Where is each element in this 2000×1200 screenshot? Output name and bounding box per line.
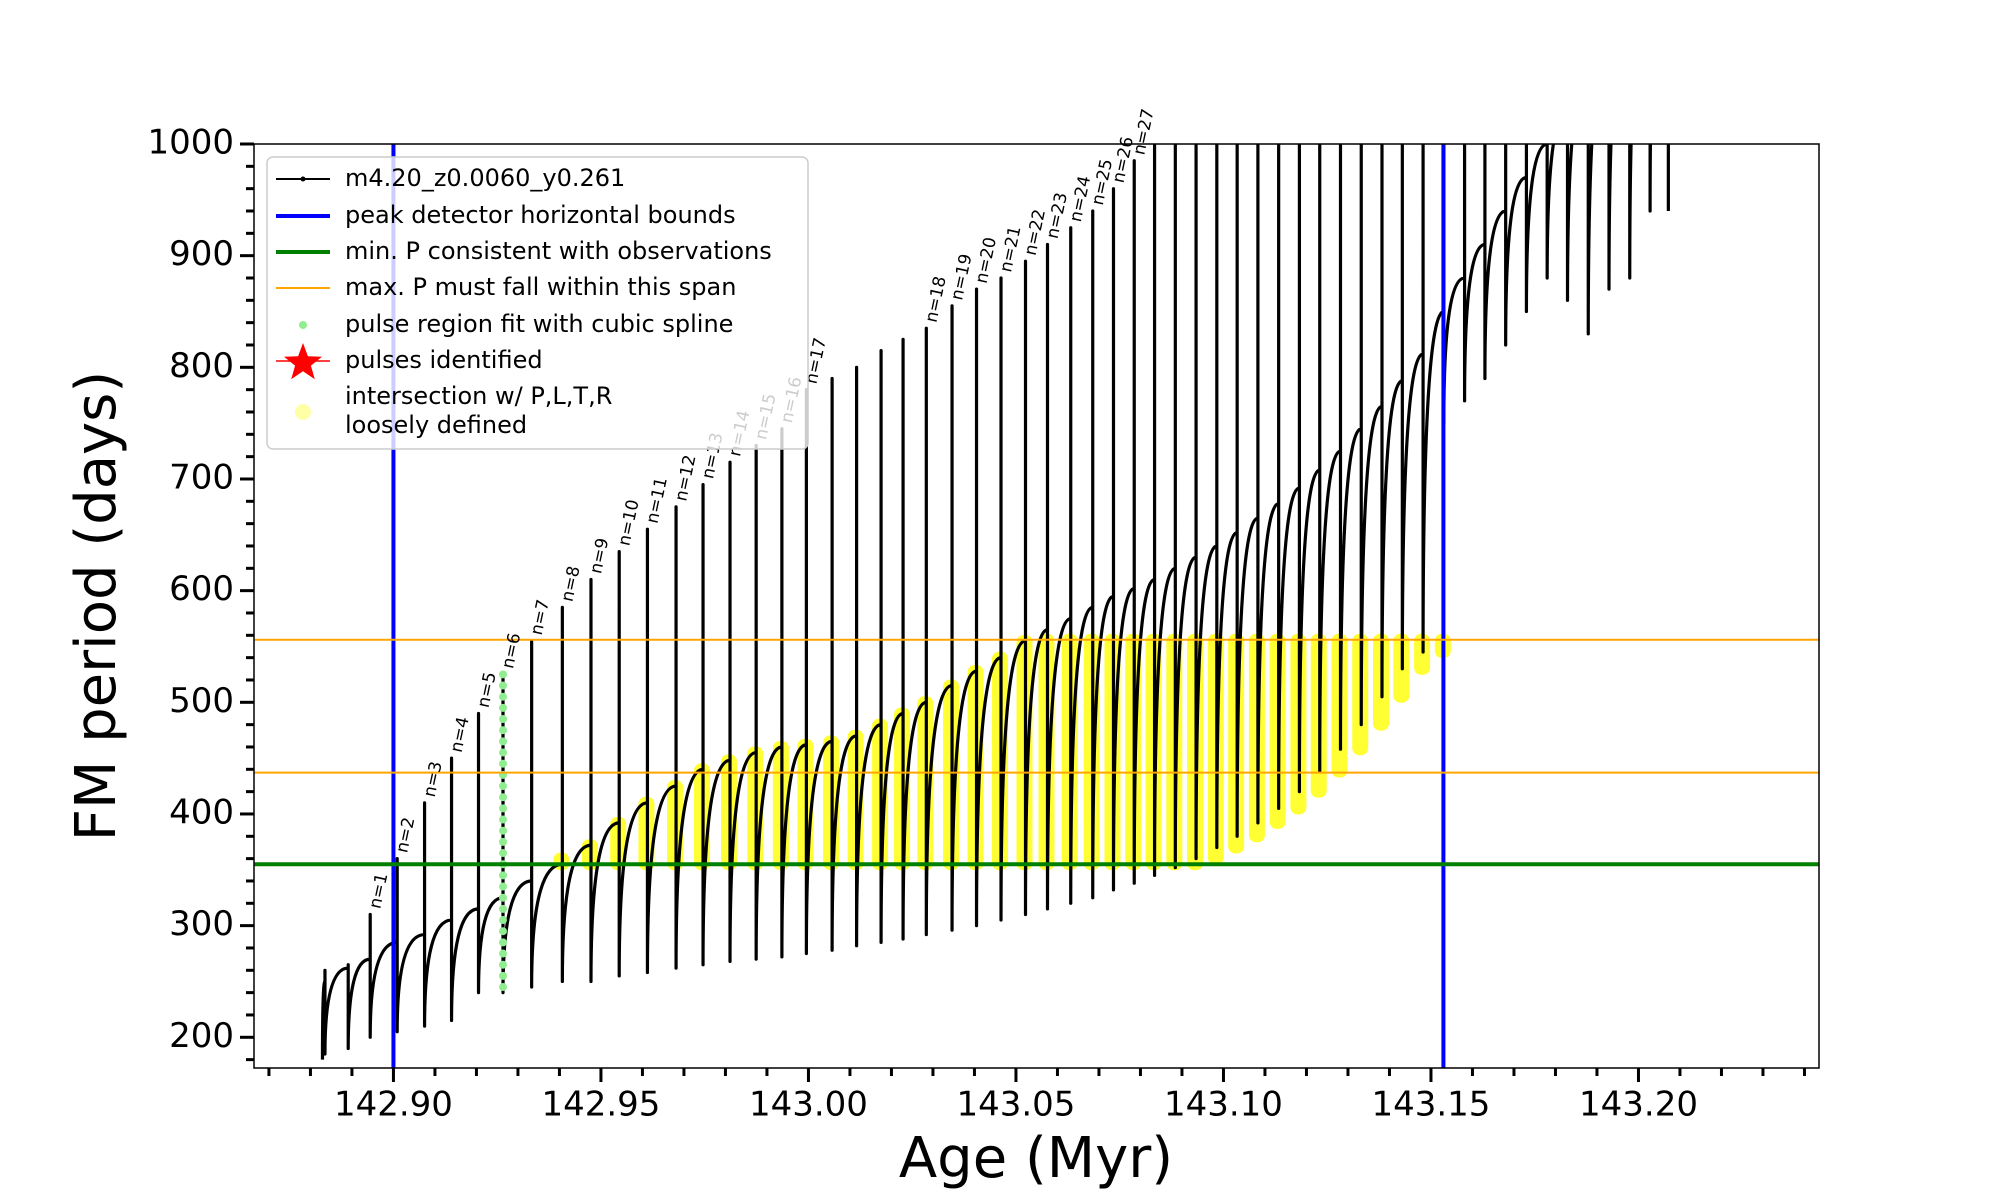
spline-point <box>499 804 508 813</box>
spline-point <box>499 793 508 802</box>
x-tick-label: 143.20 <box>1579 1085 1698 1125</box>
pulse-label: n=18 <box>922 275 951 325</box>
legend-box <box>266 156 809 450</box>
y-axis-label: FM period (days) <box>64 371 129 841</box>
spline-point <box>499 737 508 746</box>
pulse-label: n=3 <box>420 760 447 799</box>
spline-point <box>499 983 508 992</box>
spline-point <box>499 960 508 969</box>
pulse-label: n=5 <box>474 670 501 709</box>
y-tick-label: 200 <box>169 1016 234 1056</box>
spline-point <box>499 782 508 791</box>
x-tick-label: 143.00 <box>749 1085 868 1125</box>
spline-point <box>499 837 508 846</box>
legend-label: loosely defined <box>345 411 527 439</box>
x-axis-label: Age (Myr) <box>899 1126 1173 1191</box>
plot-area <box>254 144 1819 1068</box>
legend-label: pulses identified <box>345 346 543 374</box>
period-track <box>320 144 1670 1060</box>
spline-point <box>499 871 508 880</box>
y-tick-label: 300 <box>169 904 234 944</box>
pulse-label: n=6 <box>498 631 525 670</box>
y-tick-label: 800 <box>169 346 234 386</box>
spline-point <box>499 882 508 891</box>
x-tick-label: 143.10 <box>1164 1085 1283 1125</box>
y-tick-label: 400 <box>169 792 234 832</box>
legend-handle <box>295 404 311 420</box>
spline-point <box>499 893 508 902</box>
legend-label: max. P must fall within this span <box>345 273 736 301</box>
spline-point <box>499 726 508 735</box>
spline-point <box>499 703 508 712</box>
intersection-region <box>1414 633 1431 675</box>
pulse-label: n=9 <box>586 536 613 575</box>
legend-handle <box>299 321 307 329</box>
pulse-label: n=1 <box>365 871 392 910</box>
x-tick-label: 143.05 <box>956 1085 1075 1125</box>
spline-point <box>499 715 508 724</box>
spline-point <box>499 692 508 701</box>
plot-frame <box>253 143 1820 1069</box>
spline-point <box>499 949 508 958</box>
y-tick-label: 900 <box>169 234 234 274</box>
legend-handle <box>300 176 306 182</box>
legend-label: pulse region fit with cubic spline <box>345 310 733 338</box>
pulse-label: n=8 <box>558 564 585 603</box>
x-tick-label: 142.95 <box>541 1085 660 1125</box>
x-tick-label: 143.15 <box>1371 1085 1490 1125</box>
pulse-label: n=10 <box>614 498 643 548</box>
spline-point <box>499 904 508 913</box>
x-tick-label: 142.90 <box>334 1085 453 1125</box>
spline-point <box>499 938 508 947</box>
pulse-label: n=20 <box>972 235 1001 285</box>
spline-point <box>499 916 508 925</box>
legend: m4.20_z0.0060_y0.261 peak detector horiz… <box>266 156 809 450</box>
spline-point <box>499 971 508 980</box>
spline-point <box>499 748 508 757</box>
pulse-label: n=2 <box>392 815 419 854</box>
spline-point <box>499 759 508 768</box>
legend-handle <box>284 343 322 380</box>
pulse-label: n=7 <box>527 598 554 637</box>
spline-point <box>499 681 508 690</box>
pulse-label: n=4 <box>447 715 474 754</box>
y-tick-label: 700 <box>169 457 234 497</box>
axes: 142.90 142.95 143.00 143.05 143.10 143.15 143.… <box>147 123 1806 1125</box>
spline-point <box>499 826 508 835</box>
spline-point <box>499 849 508 858</box>
y-tick-label: 600 <box>169 569 234 609</box>
y-tick-label: 1000 <box>147 123 234 163</box>
spline-point <box>499 815 508 824</box>
spline-point <box>499 927 508 936</box>
legend-label: min. P consistent with observations <box>345 237 772 265</box>
legend-label: intersection w/ P,L,T,R <box>345 382 612 410</box>
pulse-label: n=11 <box>643 476 672 526</box>
spline-point <box>499 670 508 679</box>
legend-label: m4.20_z0.0060_y0.261 <box>345 164 625 192</box>
y-tick-label: 500 <box>169 681 234 721</box>
legend-label: peak detector horizontal bounds <box>345 201 736 229</box>
pulse-label: n=12 <box>671 453 700 503</box>
